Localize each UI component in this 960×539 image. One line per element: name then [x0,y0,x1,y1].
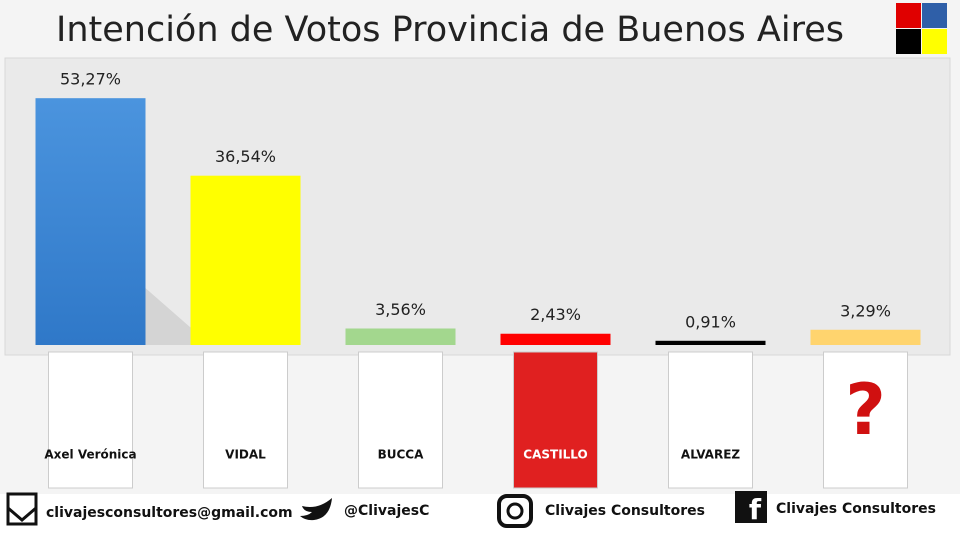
ballot [668,351,753,489]
footer-icons: f [6,491,767,528]
ballot [358,351,443,489]
bar [810,329,921,345]
value-label: 36,54% [215,147,276,166]
bar [345,328,456,345]
chart-title: Intención de Votos Provincia de Buenos A… [56,10,844,50]
footer-email: clivajesconsultores@gmail.com [46,505,293,521]
value-label: 0,91% [685,312,736,331]
value-label: 53,27% [60,70,121,89]
ballot-name: BUCCA [378,448,425,462]
ballot-name: ? [845,369,886,451]
footer-facebook: Clivajes Consultores [776,501,936,517]
footer-instagram: Clivajes Consultores [545,503,705,519]
footer-twitter: @ClivajesC [344,503,429,519]
svg-text:f: f [749,493,762,526]
value-label: 3,29% [840,301,891,320]
ballot-name: VIDAL [225,448,266,462]
bar [190,175,301,345]
ballot [48,351,133,489]
bar [655,340,766,345]
ballot-name: CASTILLO [523,448,587,462]
ballot [513,351,598,489]
logo [896,3,947,54]
ballot [203,351,288,489]
ballot [823,351,908,489]
bar [500,333,611,345]
value-label: 3,56% [375,300,426,319]
ballot-name: Axel Verónica [44,448,136,462]
bar [35,98,146,345]
footer-bg [0,494,960,539]
ballot-name: ALVAREZ [681,448,740,462]
value-label: 2,43% [530,305,581,324]
